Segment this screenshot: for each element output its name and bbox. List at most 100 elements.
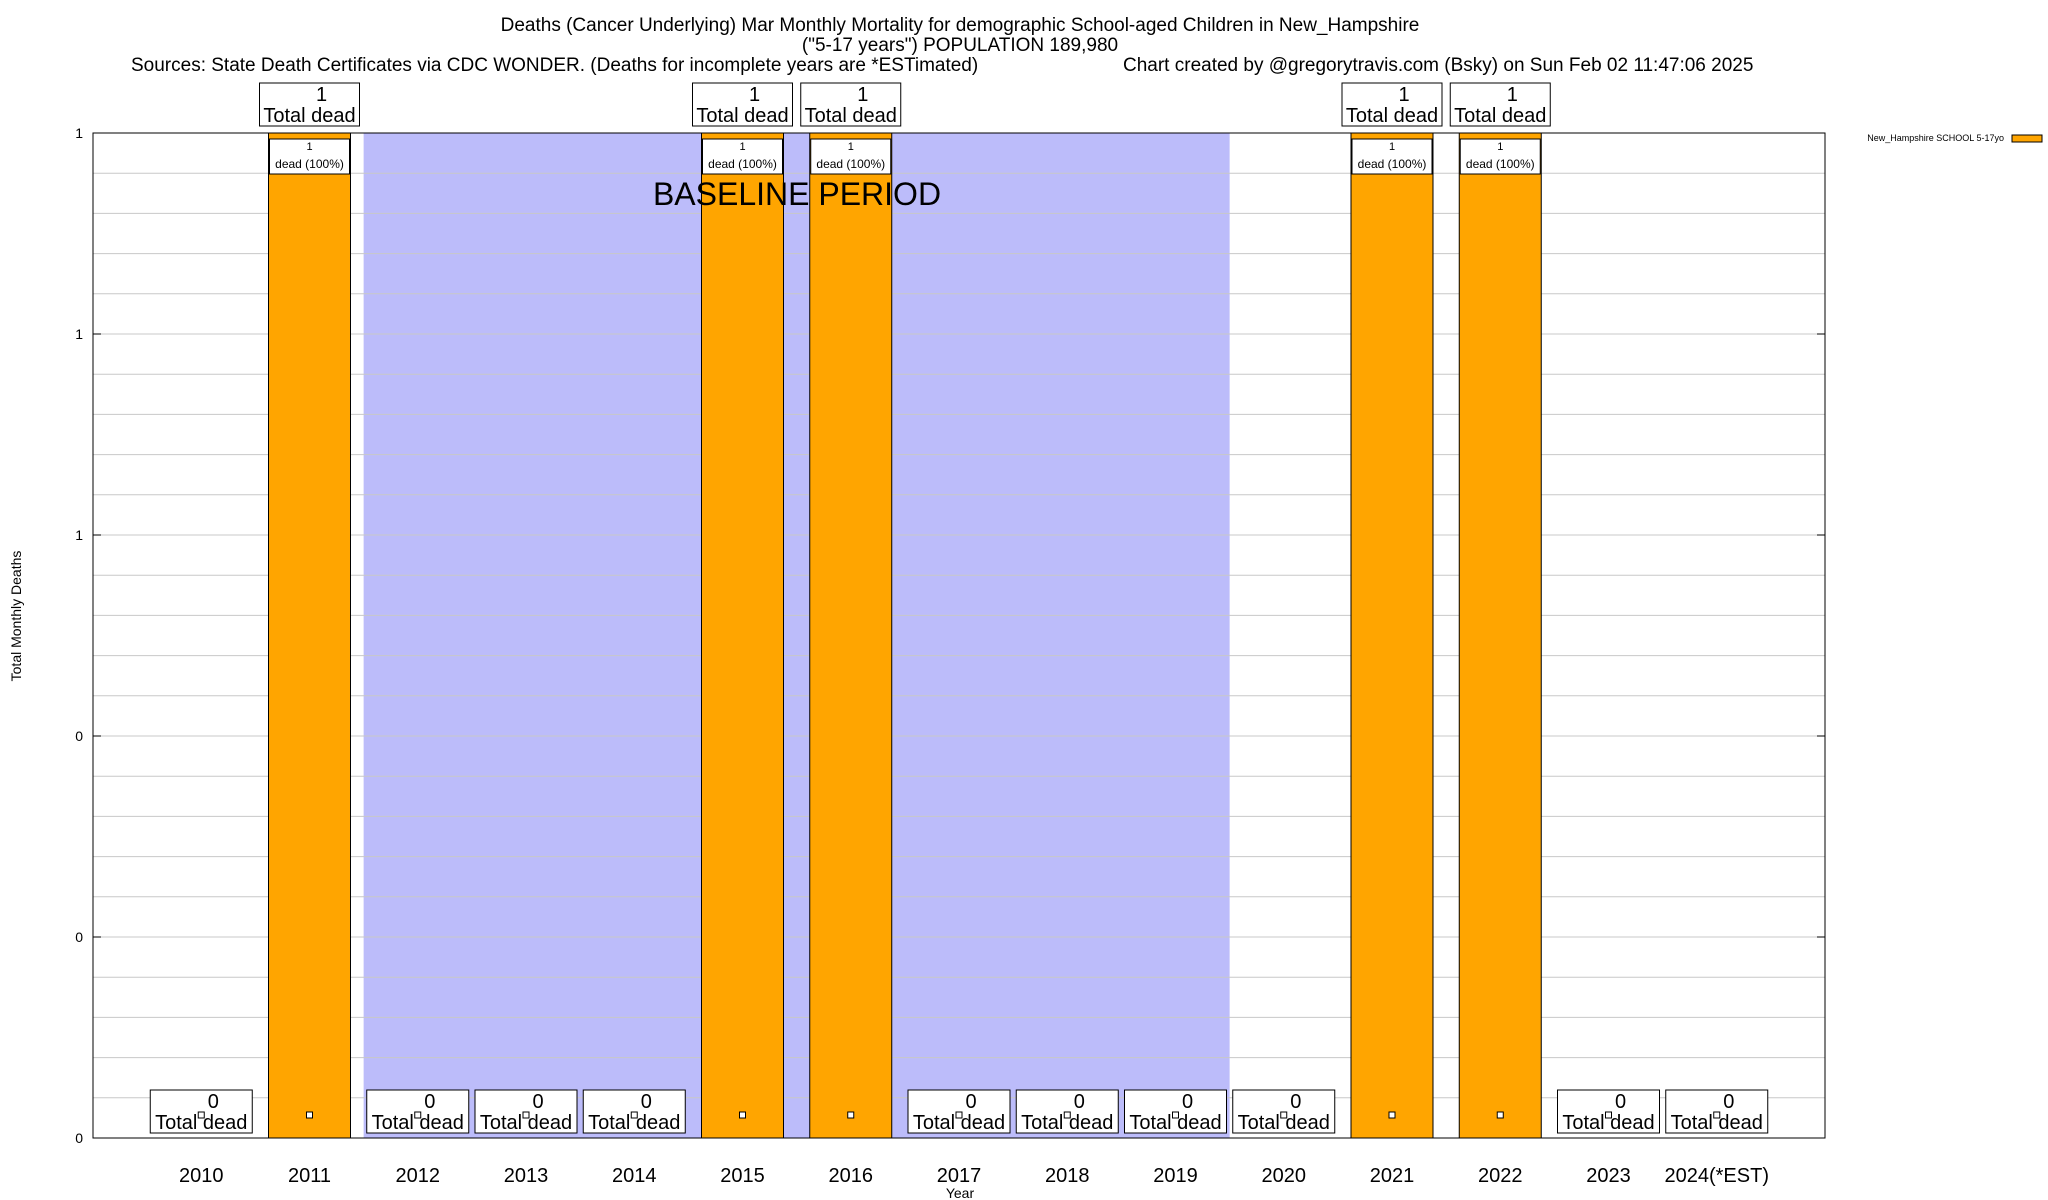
x-tick-label: 2010 xyxy=(179,1165,224,1187)
total-value-label: 0 xyxy=(1615,1091,1626,1113)
total-dead-label: Total dead xyxy=(372,1112,464,1134)
x-tick-label: 2016 xyxy=(829,1165,874,1187)
plot-frame xyxy=(92,132,1826,1139)
total-value-label: 1 xyxy=(857,84,868,106)
bar-2011 xyxy=(268,132,351,1139)
total-dead-label: Total dead xyxy=(263,105,355,127)
segment-pct-label: dead (100%) xyxy=(816,157,885,171)
x-tick-label: 2022 xyxy=(1478,1165,1523,1187)
chart-credit: Chart created by @gregorytravis.com (Bsk… xyxy=(1123,55,1753,76)
total-value-label: 0 xyxy=(641,1091,652,1113)
total-label-box xyxy=(259,82,360,127)
segment-label-box xyxy=(810,138,892,175)
total-dead-label: Total dead xyxy=(1671,1112,1763,1134)
total-dead-label: Total dead xyxy=(1021,1112,1113,1134)
x-point-marker xyxy=(197,1111,205,1119)
x-tick-label: 2017 xyxy=(937,1165,982,1187)
total-label-box xyxy=(1449,82,1551,127)
x-axis-label: Year xyxy=(946,1185,975,1200)
x-point-marker xyxy=(1280,1111,1288,1119)
total-label-box xyxy=(692,82,793,127)
total-label-box xyxy=(1341,82,1443,127)
x-point-marker xyxy=(847,1111,855,1119)
x-point-marker xyxy=(955,1111,963,1119)
total-dead-label: Total dead xyxy=(480,1112,572,1134)
total-value-label: 0 xyxy=(965,1091,976,1113)
segment-pct-label: dead (100%) xyxy=(708,157,777,171)
y-tick-label: 1 xyxy=(75,326,83,342)
x-point-marker xyxy=(306,1111,313,1119)
total-dead-label: Total dead xyxy=(155,1112,247,1134)
total-value-label: 0 xyxy=(1723,1091,1734,1113)
y-tick-label: 1 xyxy=(75,125,83,141)
segment-label-box xyxy=(269,138,350,175)
x-tick-label: 2020 xyxy=(1262,1165,1307,1187)
chart-title-line-1: Deaths (Cancer Underlying) Mar Monthly M… xyxy=(501,15,1420,36)
x-tick-label: 2012 xyxy=(396,1165,441,1187)
segment-value-label: 1 xyxy=(1497,141,1503,153)
x-point-marker xyxy=(630,1111,638,1119)
x-point-marker xyxy=(414,1111,422,1119)
segment-label-box xyxy=(1459,138,1541,175)
total-dead-label: Total dead xyxy=(588,1112,680,1134)
baseline-band xyxy=(363,133,1230,1138)
segment-pct-label: dead (100%) xyxy=(1466,157,1535,171)
x-point-marker xyxy=(1063,1111,1071,1119)
total-value-label: 1 xyxy=(1398,84,1409,106)
bar-2015 xyxy=(701,132,784,1139)
x-tick-label: 2021 xyxy=(1370,1165,1415,1187)
legend-swatch xyxy=(2011,134,2043,143)
total-dead-label: Total dead xyxy=(913,1112,1005,1134)
x-tick-label: 2011 xyxy=(288,1165,331,1187)
segment-value-label: 1 xyxy=(1389,141,1395,153)
segment-label-box xyxy=(1351,138,1433,175)
x-point-marker xyxy=(1713,1111,1721,1119)
total-value-label: 1 xyxy=(749,84,760,106)
bar-2021 xyxy=(1350,132,1434,1139)
total-value-label: 0 xyxy=(424,1091,435,1113)
y-tick-label: 0 xyxy=(75,728,83,744)
segment-value-label: 1 xyxy=(306,141,312,153)
total-value-label: 0 xyxy=(1290,1091,1301,1113)
bar-2022 xyxy=(1458,132,1542,1139)
x-tick-label: 2015 xyxy=(720,1165,765,1187)
x-tick-label: 2019 xyxy=(1153,1165,1198,1187)
segment-pct-label: dead (100%) xyxy=(275,157,344,171)
x-point-marker xyxy=(1172,1111,1179,1119)
segment-value-label: 1 xyxy=(848,141,854,153)
x-point-marker xyxy=(522,1111,530,1119)
y-tick-label: 1 xyxy=(75,527,83,543)
total-value-label: 1 xyxy=(1507,84,1518,106)
y-tick-label: 0 xyxy=(75,929,83,945)
total-value-label: 0 xyxy=(532,1091,543,1113)
total-dead-label: Total dead xyxy=(1129,1112,1221,1134)
chart-title-line-2: ("5-17 years") POPULATION 189,980 xyxy=(802,35,1118,56)
x-tick-label: 2024(*EST) xyxy=(1665,1165,1770,1187)
total-dead-label: Total dead xyxy=(1238,1112,1330,1134)
total-dead-label: Total dead xyxy=(805,105,897,127)
total-dead-label: Total dead xyxy=(1562,1112,1654,1134)
total-value-label: 0 xyxy=(1182,1091,1193,1113)
total-value-label: 0 xyxy=(1074,1091,1085,1113)
total-dead-label: Total dead xyxy=(1454,105,1546,127)
x-point-marker xyxy=(1605,1111,1612,1119)
segment-pct-label: dead (100%) xyxy=(1358,157,1427,171)
y-tick-label: 0 xyxy=(75,1130,83,1146)
total-value-label: 0 xyxy=(208,1091,219,1113)
x-tick-label: 2023 xyxy=(1586,1165,1631,1187)
baseline-period-label: BASELINE PERIOD xyxy=(653,176,941,212)
total-dead-label: Total dead xyxy=(1346,105,1438,127)
x-tick-label: 2018 xyxy=(1045,1165,1090,1187)
total-label-box xyxy=(800,82,902,127)
x-point-marker xyxy=(1388,1111,1396,1119)
total-value-label: 1 xyxy=(316,84,327,106)
segment-label-box xyxy=(702,138,783,175)
bar-2016 xyxy=(809,132,893,1139)
y-axis-label: Total Monthly Deaths xyxy=(8,551,24,682)
chart-sources: Sources: State Death Certificates via CD… xyxy=(131,55,978,76)
x-point-marker xyxy=(739,1111,746,1119)
total-dead-label: Total dead xyxy=(696,105,788,127)
legend-label: New_Hampshire SCHOOL 5-17yo xyxy=(1867,133,2004,143)
segment-value-label: 1 xyxy=(739,141,745,153)
